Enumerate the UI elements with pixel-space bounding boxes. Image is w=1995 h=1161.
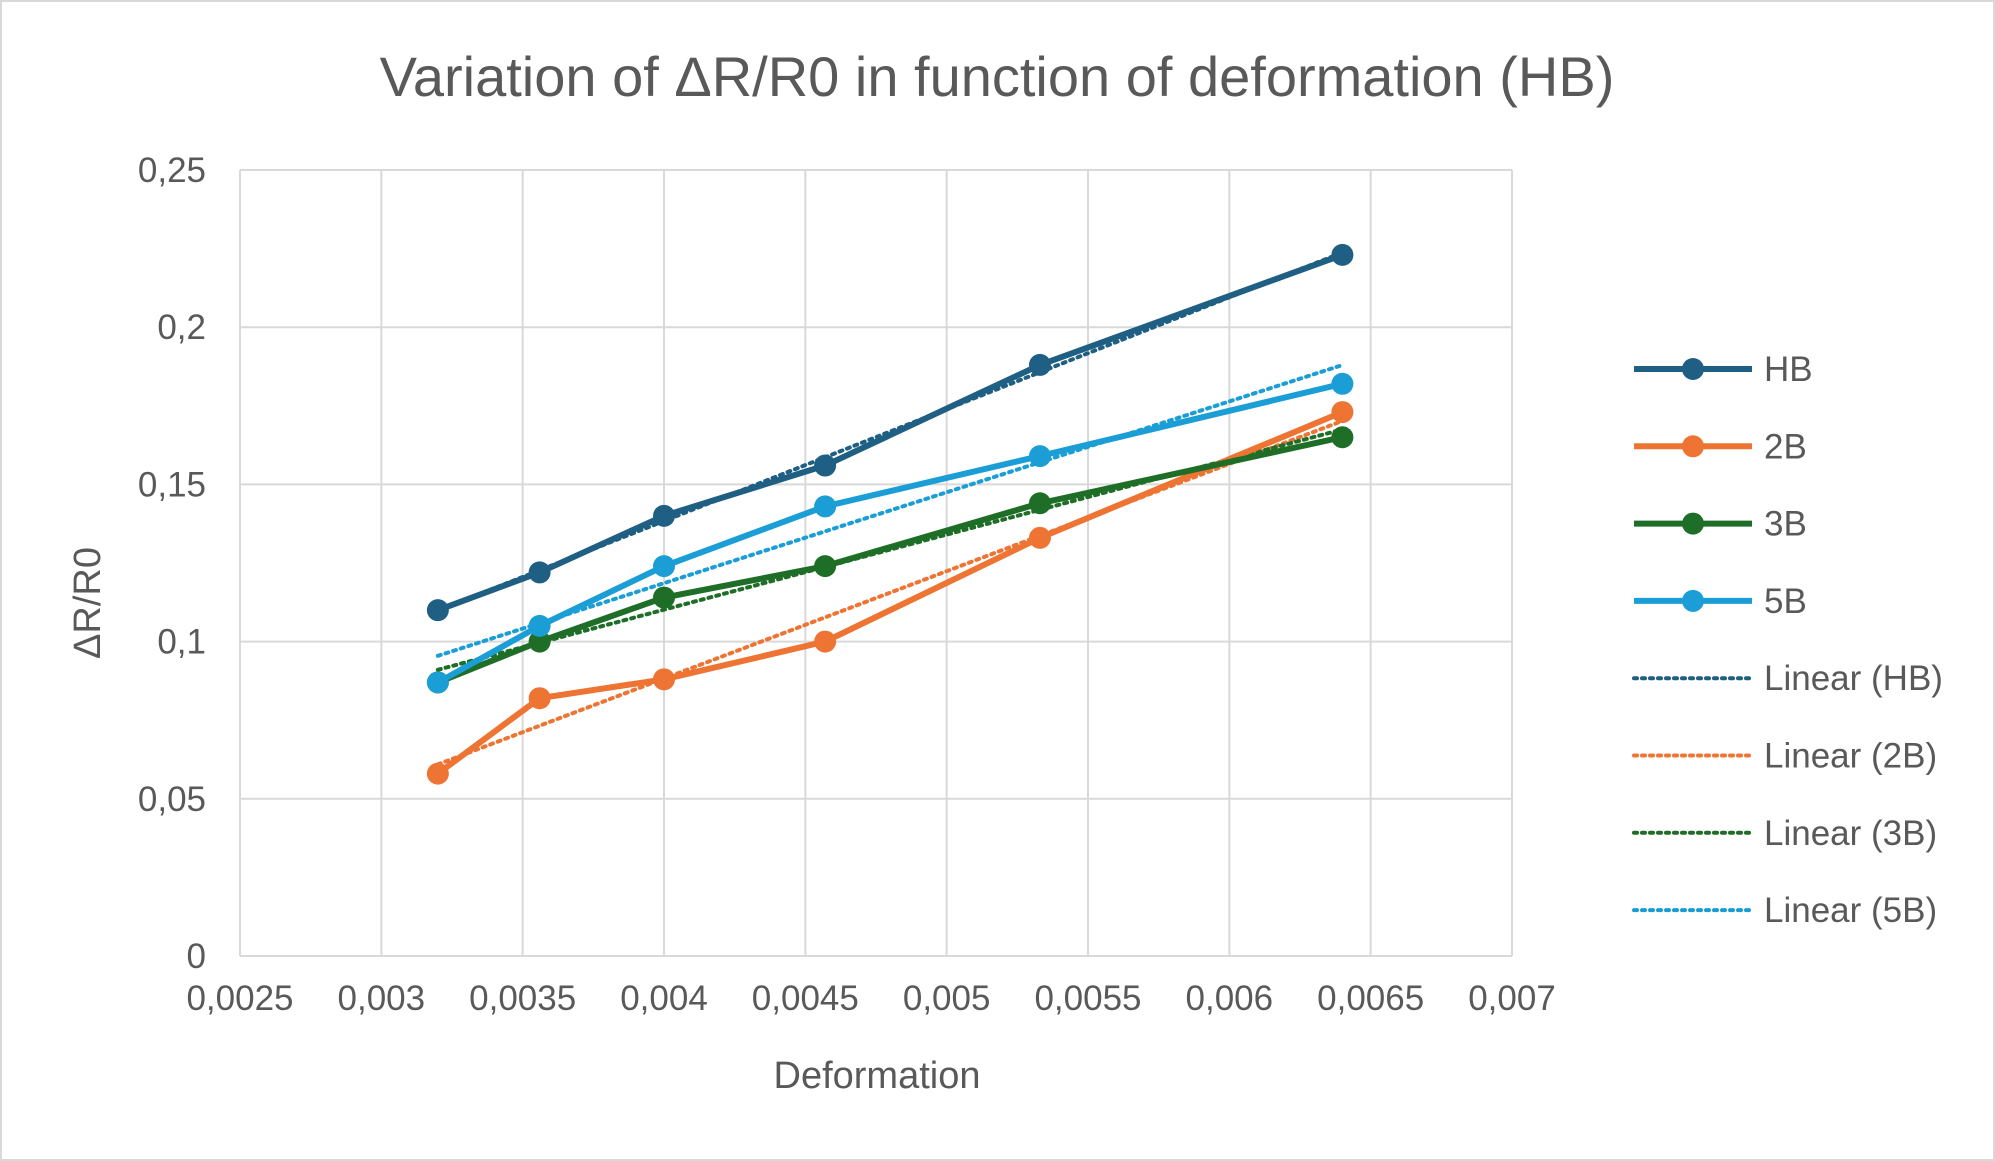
x-tick-label: 0,0045 bbox=[752, 979, 859, 1018]
y-tick-label: 0,1 bbox=[157, 623, 206, 662]
data-point-5b bbox=[1331, 372, 1354, 395]
data-point-3b bbox=[1331, 426, 1354, 449]
data-point-3b bbox=[528, 630, 551, 653]
x-tick-label: 0,004 bbox=[620, 979, 708, 1018]
legend-label: Linear (3B) bbox=[1764, 814, 1937, 853]
data-point-hb bbox=[1331, 243, 1354, 266]
legend-label: Linear (2B) bbox=[1764, 737, 1937, 776]
tick-labels: 0,0025 0,003 0,0035 0,004 0,0045 0,005 0,0055 0… bbox=[138, 151, 1556, 1018]
legend-item-linear-3b: Linear (3B) bbox=[1632, 814, 1937, 853]
y-tick-label: 0,2 bbox=[157, 308, 206, 347]
data-point-5b bbox=[1028, 445, 1051, 468]
data-point-hb bbox=[1028, 353, 1051, 376]
legend-item-linear-hb: Linear (HB) bbox=[1632, 659, 1943, 698]
data-point-2b bbox=[1028, 526, 1051, 549]
series-line-2b bbox=[436, 409, 1344, 777]
x-tick-label: 0,006 bbox=[1186, 979, 1274, 1018]
x-tick-label: 0,005 bbox=[903, 979, 991, 1018]
legend-marker bbox=[1682, 512, 1704, 535]
chart-title: Variation of ΔR/R0 in function of deform… bbox=[380, 45, 1615, 108]
trendline-5b bbox=[435, 363, 1345, 658]
data-point-3b bbox=[653, 586, 675, 609]
series-line-hb bbox=[436, 252, 1344, 613]
x-tick-label: 0,0055 bbox=[1034, 979, 1141, 1018]
x-axis-title: Deformation bbox=[774, 1055, 981, 1097]
y-tick-label: 0,25 bbox=[138, 151, 206, 190]
series-line-5b bbox=[436, 380, 1344, 686]
data-point-hb bbox=[814, 454, 837, 477]
y-tick-label: 0,05 bbox=[138, 780, 206, 819]
legend-marker bbox=[1682, 589, 1704, 612]
data-point-2b bbox=[528, 687, 551, 710]
legend-item-hb: HB bbox=[1634, 350, 1813, 389]
x-tick-label: 0,0035 bbox=[469, 979, 576, 1018]
data-point-2b bbox=[653, 668, 675, 691]
data-point-hb bbox=[528, 561, 551, 584]
x-tick-label: 0,0065 bbox=[1317, 979, 1424, 1018]
x-tick-label: 0,007 bbox=[1468, 979, 1556, 1018]
legend-item-2b: 2B bbox=[1634, 427, 1807, 466]
data-point-hb bbox=[653, 504, 675, 527]
legend-item-linear-2b: Linear (2B) bbox=[1632, 737, 1937, 776]
legend-marker bbox=[1682, 435, 1704, 458]
data-point-3b bbox=[1028, 492, 1051, 515]
y-tick-label: 0 bbox=[187, 937, 206, 976]
legend-label: Linear (HB) bbox=[1764, 659, 1943, 698]
trendline-2b bbox=[435, 418, 1345, 767]
legend-item-linear-5b: Linear (5B) bbox=[1632, 891, 1937, 930]
legend-label: 5B bbox=[1764, 582, 1807, 621]
legend: HB 2B 3B 5B Linear (HB) Linear (2B) Linear (3B… bbox=[1632, 350, 1943, 930]
data-points bbox=[426, 243, 1354, 785]
data-point-5b bbox=[653, 555, 675, 578]
data-point-2b bbox=[1331, 401, 1354, 424]
legend-label: 2B bbox=[1764, 427, 1807, 466]
data-point-5b bbox=[426, 671, 449, 694]
data-point-5b bbox=[814, 495, 837, 518]
legend-marker bbox=[1682, 358, 1704, 380]
series-line-3b bbox=[436, 434, 1344, 686]
legend-label: HB bbox=[1764, 350, 1813, 389]
x-tick-label: 0,003 bbox=[338, 979, 426, 1018]
series-lines bbox=[436, 252, 1344, 777]
data-point-2b bbox=[426, 762, 449, 785]
y-axis-title: ΔR/R0 bbox=[67, 547, 109, 659]
data-point-3b bbox=[814, 555, 837, 578]
legend-item-5b: 5B bbox=[1634, 582, 1807, 621]
legend-label: Linear (5B) bbox=[1764, 891, 1937, 930]
data-point-5b bbox=[528, 614, 551, 637]
legend-item-3b: 3B bbox=[1634, 505, 1807, 544]
data-point-hb bbox=[426, 599, 449, 622]
x-tick-label: 0,0025 bbox=[186, 979, 293, 1018]
legend-label: 3B bbox=[1764, 505, 1807, 544]
data-point-2b bbox=[814, 630, 837, 653]
gridlines bbox=[239, 169, 1513, 957]
y-tick-label: 0,15 bbox=[138, 465, 206, 504]
